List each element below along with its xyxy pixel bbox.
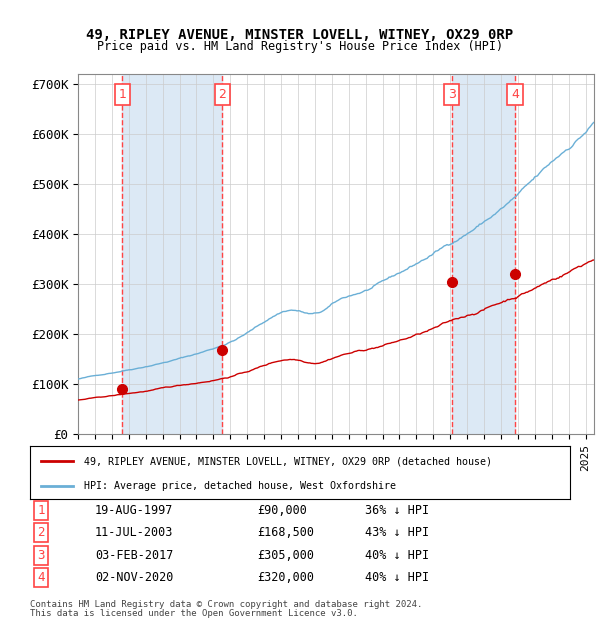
Text: £90,000: £90,000 (257, 504, 307, 517)
Text: 36% ↓ HPI: 36% ↓ HPI (365, 504, 429, 517)
Text: 3: 3 (448, 88, 455, 101)
Text: Price paid vs. HM Land Registry's House Price Index (HPI): Price paid vs. HM Land Registry's House … (97, 40, 503, 53)
Text: 49, RIPLEY AVENUE, MINSTER LOVELL, WITNEY, OX29 0RP (detached house): 49, RIPLEY AVENUE, MINSTER LOVELL, WITNE… (84, 456, 492, 466)
Text: 1: 1 (119, 88, 127, 101)
Text: 03-FEB-2017: 03-FEB-2017 (95, 549, 173, 562)
Text: This data is licensed under the Open Government Licence v3.0.: This data is licensed under the Open Gov… (30, 609, 358, 618)
Text: 43% ↓ HPI: 43% ↓ HPI (365, 526, 429, 539)
Text: 19-AUG-1997: 19-AUG-1997 (95, 504, 173, 517)
Text: 11-JUL-2003: 11-JUL-2003 (95, 526, 173, 539)
Text: Contains HM Land Registry data © Crown copyright and database right 2024.: Contains HM Land Registry data © Crown c… (30, 600, 422, 609)
Bar (452, 74, 515, 434)
Text: £305,000: £305,000 (257, 549, 314, 562)
Text: £320,000: £320,000 (257, 571, 314, 584)
Text: HPI: Average price, detached house, West Oxfordshire: HPI: Average price, detached house, West… (84, 481, 396, 491)
Text: 49, RIPLEY AVENUE, MINSTER LOVELL, WITNEY, OX29 0RP: 49, RIPLEY AVENUE, MINSTER LOVELL, WITNE… (86, 28, 514, 42)
Text: 40% ↓ HPI: 40% ↓ HPI (365, 549, 429, 562)
Text: 3: 3 (37, 549, 44, 562)
Text: 2: 2 (218, 88, 226, 101)
Text: £168,500: £168,500 (257, 526, 314, 539)
Bar (122, 74, 223, 434)
Text: 40% ↓ HPI: 40% ↓ HPI (365, 571, 429, 584)
Text: 4: 4 (37, 571, 44, 584)
Text: 02-NOV-2020: 02-NOV-2020 (95, 571, 173, 584)
Text: 2: 2 (37, 526, 44, 539)
Text: 4: 4 (511, 88, 519, 101)
Text: 1: 1 (37, 504, 44, 517)
